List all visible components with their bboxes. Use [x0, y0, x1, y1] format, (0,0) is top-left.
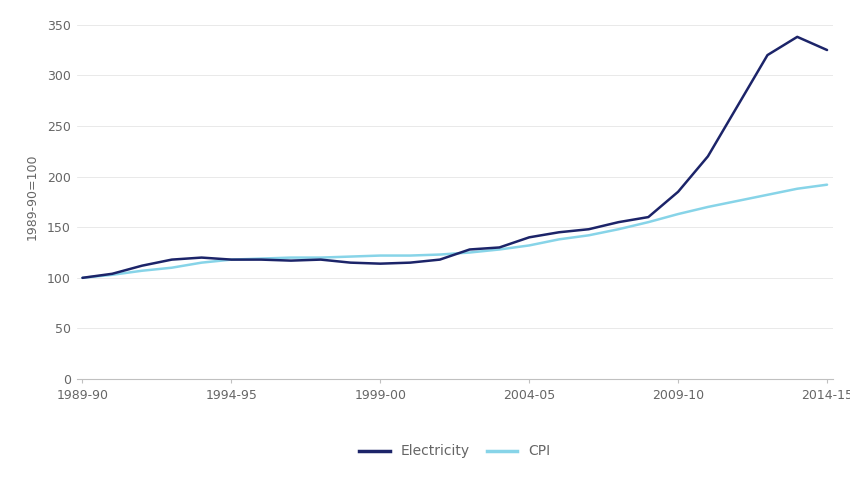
CPI — [554, 237, 564, 243]
Electricity — [286, 258, 296, 263]
CPI — [465, 250, 475, 256]
CPI — [495, 246, 505, 252]
CPI — [792, 186, 802, 191]
CPI — [762, 192, 773, 198]
CPI — [167, 265, 177, 271]
Electricity — [77, 275, 88, 281]
CPI — [315, 255, 326, 260]
CPI — [643, 219, 654, 225]
Electricity — [345, 260, 355, 265]
Electricity — [226, 257, 236, 262]
CPI — [137, 268, 147, 274]
Legend: Electricity, CPI: Electricity, CPI — [359, 444, 551, 458]
CPI — [584, 232, 594, 238]
CPI — [256, 256, 266, 261]
Electricity — [256, 257, 266, 262]
CPI — [434, 252, 445, 258]
CPI — [405, 253, 415, 259]
Electricity — [554, 229, 564, 235]
Electricity — [822, 47, 832, 53]
Electricity — [315, 257, 326, 262]
CPI — [614, 226, 624, 232]
CPI — [822, 182, 832, 188]
Electricity — [167, 257, 177, 262]
CPI — [107, 272, 117, 278]
Electricity — [495, 244, 505, 250]
Electricity — [375, 260, 385, 266]
Y-axis label: 1989-90=100: 1989-90=100 — [26, 154, 39, 240]
Electricity — [792, 34, 802, 40]
CPI — [286, 255, 296, 260]
Electricity — [434, 257, 445, 262]
Electricity — [614, 219, 624, 225]
CPI — [226, 257, 236, 262]
CPI — [673, 211, 683, 217]
Electricity — [762, 52, 773, 58]
Electricity — [465, 246, 475, 252]
CPI — [77, 275, 88, 281]
CPI — [703, 204, 713, 210]
Electricity — [643, 214, 654, 220]
Electricity — [405, 260, 415, 265]
CPI — [733, 198, 743, 204]
Electricity — [196, 255, 207, 260]
Electricity — [524, 234, 535, 240]
Electricity — [584, 226, 594, 232]
CPI — [375, 253, 385, 259]
CPI — [196, 260, 207, 265]
CPI — [524, 243, 535, 248]
Electricity — [673, 189, 683, 195]
Electricity — [703, 154, 713, 159]
Electricity — [733, 103, 743, 109]
Electricity — [137, 263, 147, 269]
Line: CPI: CPI — [82, 185, 827, 278]
Electricity — [107, 271, 117, 277]
CPI — [345, 254, 355, 260]
Line: Electricity: Electricity — [82, 37, 827, 278]
